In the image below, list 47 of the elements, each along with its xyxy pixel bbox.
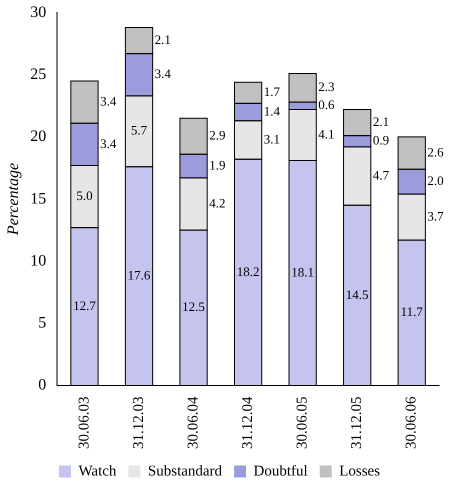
data-label: 1.7 (264, 84, 280, 100)
legend-label: Watch (78, 463, 117, 480)
data-label: 17.6 (128, 268, 151, 283)
data-label: 1.4 (264, 103, 280, 118)
data-label: 4.7 (372, 167, 390, 182)
data-label: 4.1 (318, 126, 335, 142)
x-tick-label: 30.06.04 (185, 396, 202, 449)
data-label: 18.1 (291, 264, 314, 280)
y-tick-label: 5 (38, 314, 46, 332)
data-label: 3.4 (100, 136, 117, 151)
x-tick-label: 31.12.05 (349, 396, 366, 449)
data-label: 3.4 (100, 94, 117, 109)
y-tick-label: 20 (30, 128, 46, 146)
legend-label: Losses (339, 463, 380, 480)
y-axis-title: Percentage (4, 162, 22, 236)
x-tick-label: 31.12.03 (130, 396, 147, 449)
x-tick-label: 30.06.05 (294, 396, 311, 449)
legend-label: Substandard (148, 463, 223, 480)
data-label: 2.1 (154, 32, 171, 47)
y-tick-label: 10 (30, 252, 46, 270)
data-label: 18.2 (236, 264, 260, 279)
y-tick-label: 15 (30, 190, 46, 208)
data-label: 3.7 (427, 208, 444, 224)
y-tick-label: 0 (38, 376, 46, 394)
y-tick-label: 30 (30, 4, 46, 21)
x-tick-label: 30.06.03 (76, 396, 92, 449)
data-label: 3.4 (154, 66, 172, 82)
data-label: 0.6 (318, 97, 336, 112)
data-label: 3.1 (264, 131, 280, 146)
data-label: 2.0 (427, 173, 444, 188)
data-label: 11.7 (400, 304, 424, 320)
data-label: 2.9 (209, 128, 226, 143)
data-label: 2.6 (427, 144, 444, 160)
data-label: 4.2 (209, 195, 226, 210)
data-label: 5.0 (76, 188, 93, 203)
x-tick-label: 31.12.04 (240, 396, 256, 449)
data-label: 1.9 (209, 158, 226, 173)
data-label: 12.7 (73, 298, 96, 313)
legend-label: Doubtful (254, 463, 308, 480)
data-label: 0.9 (372, 132, 390, 148)
data-label: 14.5 (346, 286, 369, 302)
data-label: 2.1 (372, 114, 390, 130)
data-label: 12.5 (182, 299, 205, 314)
x-tick-label: 30.06.06 (404, 396, 420, 449)
data-label: 2.3 (318, 79, 335, 94)
data-label: 5.7 (130, 122, 148, 138)
y-tick-label: 25 (30, 66, 46, 83)
